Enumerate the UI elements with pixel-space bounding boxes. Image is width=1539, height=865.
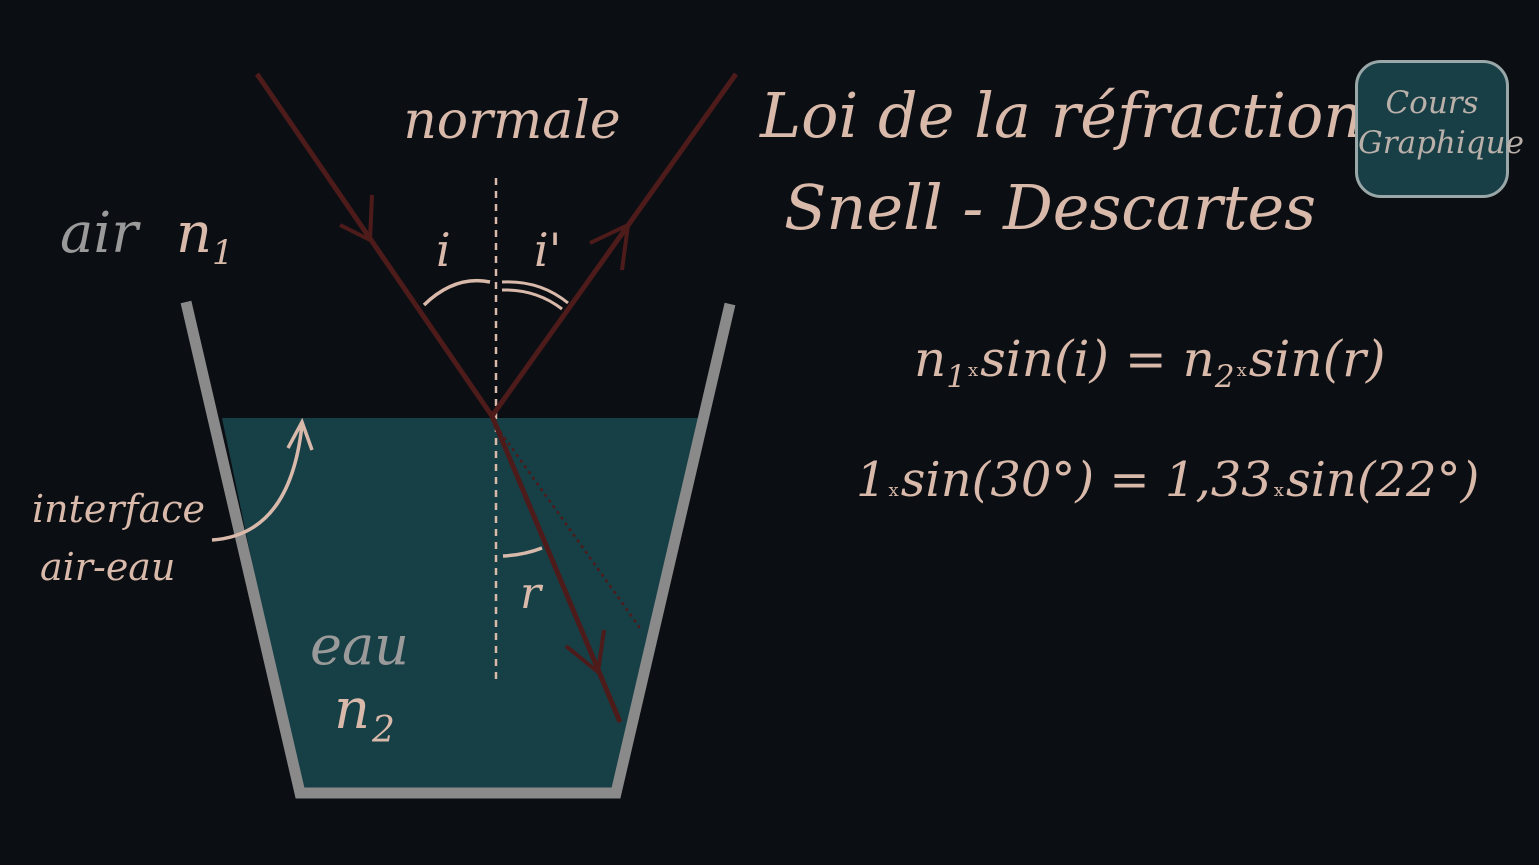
interface-label-line2: air-eau bbox=[40, 545, 175, 589]
angle-r-label: r bbox=[520, 568, 544, 619]
numeric-times-1: x bbox=[888, 480, 899, 501]
snell-law-numeric-formula: 1 xsin(30°) = 1,33 xsin(22°) bbox=[856, 452, 1479, 508]
water-body bbox=[222, 418, 698, 793]
cours-graphique-logo: Cours Graphique bbox=[1355, 60, 1524, 198]
title-line-2: Snell - Descartes bbox=[783, 171, 1317, 244]
angle-i-prime-label: i' bbox=[534, 223, 561, 277]
refracted-ray-arrow bbox=[564, 629, 606, 676]
angle-i-prime-arc-2 bbox=[501, 288, 563, 311]
numeric-incidence-angle: 30° bbox=[990, 452, 1076, 508]
formula-n2: n bbox=[1182, 330, 1215, 388]
reflected-ray bbox=[489, 72, 739, 418]
n1-subscript: 1 bbox=[212, 233, 234, 273]
angle-i-arc bbox=[422, 278, 491, 307]
formula-n1-sub: 1 bbox=[946, 359, 966, 395]
air-label: air bbox=[60, 201, 141, 266]
glass-outline bbox=[180, 300, 736, 799]
water-label: eau bbox=[310, 614, 409, 677]
n1-label: n bbox=[176, 201, 212, 266]
n2-subscript: 2 bbox=[371, 710, 395, 751]
angle-i-prime-arc-1 bbox=[501, 280, 569, 305]
numeric-times-2: x bbox=[1273, 480, 1284, 501]
numeric-equals: = bbox=[1109, 452, 1150, 508]
formula-equals: = bbox=[1124, 330, 1167, 388]
numeric-refraction-angle: 22° bbox=[1375, 452, 1461, 508]
incident-ray-arrow bbox=[339, 194, 374, 244]
formula-n2-sub: 2 bbox=[1214, 359, 1235, 395]
formula-times-2: x bbox=[1236, 360, 1247, 381]
formula-n1: n bbox=[914, 330, 947, 388]
interface-pointer bbox=[211, 424, 304, 542]
page-title: Loi de la réfraction de Snell - Descarte… bbox=[760, 70, 1460, 254]
formula-right-func: sin(r) bbox=[1248, 330, 1386, 388]
numeric-open-1: ( bbox=[971, 452, 991, 508]
formula-left-func: sin(i) bbox=[980, 330, 1109, 388]
numeric-open-2: ( bbox=[1356, 452, 1376, 508]
snell-law-general-formula: n1 xsin(i) = n2 xsin(r) bbox=[914, 330, 1386, 395]
numeric-right-func: sin bbox=[1285, 452, 1357, 508]
incident-ray-continuation bbox=[490, 419, 642, 629]
formula-times-1: x bbox=[967, 360, 979, 381]
numeric-close-2: ) bbox=[1460, 452, 1480, 508]
angle-r-arc bbox=[502, 546, 543, 558]
incident-ray bbox=[254, 72, 495, 418]
numeric-left-func: sin bbox=[900, 452, 972, 508]
angle-i-label: i bbox=[436, 223, 451, 277]
numeric-close-1: ) bbox=[1075, 452, 1095, 508]
logo-line-2: Graphique bbox=[1358, 125, 1524, 161]
title-line-1: Loi de la réfraction de bbox=[760, 79, 1460, 152]
logo-line-1: Cours bbox=[1385, 85, 1479, 121]
n2-label: n bbox=[334, 677, 370, 742]
reflected-ray-arrow bbox=[589, 221, 631, 271]
numeric-n2-value: 1,33 bbox=[1164, 452, 1272, 508]
normal-label: normale bbox=[403, 91, 620, 151]
interface-pointer-head bbox=[286, 417, 314, 451]
numeric-n1-value: 1 bbox=[856, 452, 887, 508]
interface-label-line1: interface bbox=[32, 487, 205, 531]
